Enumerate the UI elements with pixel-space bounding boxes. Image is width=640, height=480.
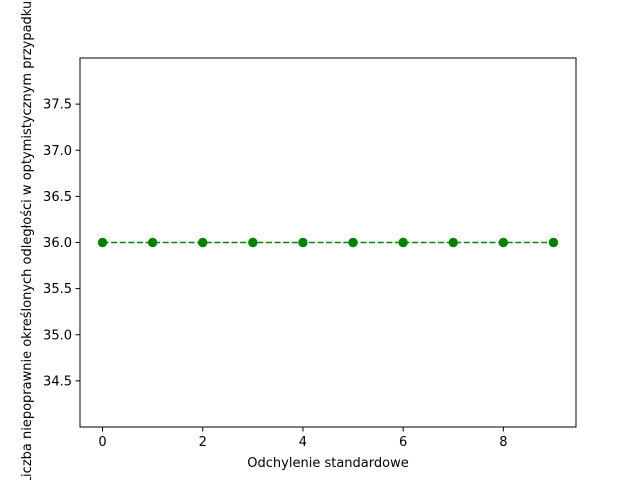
data-point xyxy=(198,237,208,248)
data-point xyxy=(298,237,308,248)
y-tick-label: 34.5 xyxy=(43,374,72,389)
plot-frame xyxy=(79,57,577,428)
y-tick-label: 36.5 xyxy=(43,190,72,205)
series-layer xyxy=(97,237,559,248)
x-axis-label: Odchylenie standardowe xyxy=(247,456,408,471)
data-point xyxy=(348,237,358,248)
x-tick-label: 6 xyxy=(399,435,407,450)
data-point xyxy=(548,237,559,248)
y-tick-label: 37.5 xyxy=(43,98,72,113)
data-point xyxy=(147,237,158,248)
x-tick-label: 0 xyxy=(98,435,106,450)
x-tick-label: 8 xyxy=(499,435,507,450)
data-point xyxy=(97,237,108,248)
data-point xyxy=(398,237,408,248)
y-tick-label: 37.0 xyxy=(43,144,72,159)
x-axis-ticks: 0 2 4 6 8 xyxy=(98,427,507,450)
y-tick-label: 35.0 xyxy=(43,328,72,343)
y-axis-label: Liczba niepoprawnie określonych odległoś… xyxy=(20,1,35,480)
y-tick-label: 36.0 xyxy=(43,236,72,251)
data-point xyxy=(448,237,458,248)
x-tick-label: 2 xyxy=(199,435,207,450)
data-point xyxy=(248,237,258,248)
x-tick-label: 4 xyxy=(299,435,307,450)
y-axis-ticks: 34.5 35.0 35.5 36.0 36.5 37.0 37.5 xyxy=(43,98,80,389)
data-point xyxy=(498,237,509,248)
y-tick-label: 35.5 xyxy=(43,282,72,297)
